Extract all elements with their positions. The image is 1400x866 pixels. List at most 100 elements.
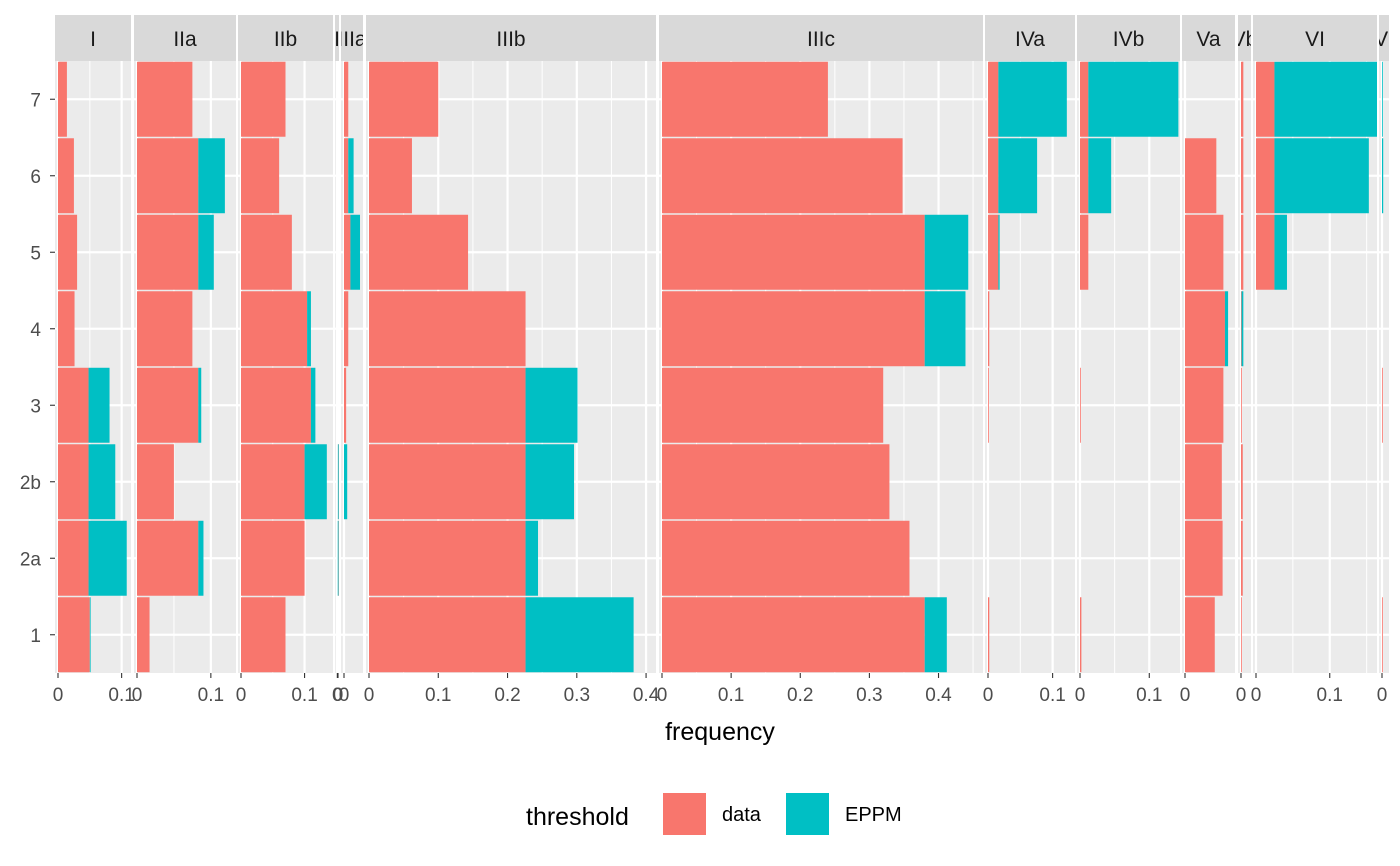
facet-panel: IVb 0 0.1: [1075, 15, 1180, 706]
bar-data: [1241, 61, 1244, 137]
bar-data: [1382, 597, 1383, 673]
bar-data: [241, 214, 292, 290]
bar-eppm: [998, 61, 1067, 137]
y-tick-label: 3: [30, 396, 41, 417]
bar-data: [988, 138, 999, 214]
facet-strip: [1253, 15, 1377, 61]
facet-panel: IIIa 0: [337, 15, 367, 706]
facet-strip: [985, 15, 1075, 61]
bar-eppm: [310, 367, 316, 443]
y-tick-label: 7: [30, 90, 41, 111]
x-tick-label: 0: [53, 685, 64, 706]
bar-data: [137, 214, 199, 290]
bar-data: [1185, 444, 1222, 520]
bar-eppm: [198, 367, 202, 443]
x-tick-label: 0.1: [1136, 685, 1162, 706]
facet-strip-label: Vb: [1232, 28, 1258, 51]
bar-data: [1241, 444, 1243, 520]
bar-eppm: [198, 520, 204, 596]
bar-data: [662, 520, 910, 596]
bar-data: [369, 138, 412, 214]
x-tick-label: 0: [983, 685, 994, 706]
bar-data: [344, 367, 347, 443]
bar-data: [1241, 367, 1242, 443]
bar-data: [1185, 597, 1215, 673]
x-tick-label: 0.1: [1317, 685, 1343, 706]
bar-data: [58, 520, 89, 596]
bar-data: [1080, 138, 1089, 214]
bar-data: [1241, 597, 1242, 673]
x-tick-label: 0.3: [856, 685, 882, 706]
bar-data: [369, 520, 526, 596]
bar-data: [369, 61, 439, 137]
bar-eppm: [198, 138, 225, 214]
facet-panel: I 0 0.1: [53, 15, 135, 706]
y-tick-label: 5: [30, 243, 41, 264]
y-axis: 1 2a 2b 3 4 5 6 7: [20, 90, 55, 647]
bar-eppm: [924, 291, 966, 367]
bar-eppm: [88, 367, 110, 443]
facet-strip-label: Va: [1196, 28, 1220, 51]
x-tick-label: 0: [333, 685, 344, 706]
bar-data: [137, 138, 199, 214]
facet-strip: [1077, 15, 1180, 61]
bar-eppm: [1382, 61, 1383, 137]
bar-data: [1080, 214, 1089, 290]
facet-panel: VI 0: [1377, 15, 1389, 706]
bar-data: [988, 597, 990, 673]
legend-key-data: [663, 793, 706, 835]
bar-data: [344, 138, 349, 214]
x-tick-label: 0: [1180, 685, 1191, 706]
facet-panel: IIIb 0 0.1 0.2 0.3 0.4: [364, 15, 660, 706]
facet-panel: IIb 0 0.1: [236, 15, 333, 706]
facet-strip-label: IVa: [1015, 28, 1045, 51]
bar-data: [137, 597, 150, 673]
facet-panel: IIa 0 0.1: [132, 15, 236, 706]
bar-data: [1185, 520, 1223, 596]
x-tick-label: 0: [1075, 685, 1086, 706]
facet-strip: [341, 15, 363, 61]
bar-data: [1256, 61, 1275, 137]
bar-data: [662, 214, 925, 290]
facet-strip-label: I: [90, 28, 96, 51]
bar-eppm: [1224, 291, 1229, 367]
facet-strip: [335, 15, 339, 61]
bar-data: [137, 61, 193, 137]
bar-eppm: [525, 367, 578, 443]
bar-eppm: [1088, 61, 1179, 137]
x-tick-label: 0: [332, 685, 343, 706]
bar-data: [241, 61, 286, 137]
facet-strip-label: IIIa: [337, 28, 367, 51]
bar-data: [662, 291, 925, 367]
bar-eppm: [198, 214, 214, 290]
facet-panel: Va 0: [1180, 15, 1235, 706]
y-tick-label: 2a: [20, 549, 42, 570]
bar-eppm: [998, 138, 1038, 214]
bar-data: [1241, 520, 1243, 596]
facet-panel: Vb 0: [1232, 15, 1258, 706]
bar-data: [1080, 597, 1082, 673]
x-tick-label: 0.2: [787, 685, 813, 706]
bar-data: [369, 597, 526, 673]
facet-strip: [238, 15, 333, 61]
legend-label-data: data: [722, 804, 762, 826]
facet-strip: [366, 15, 656, 61]
bar-data: [662, 597, 925, 673]
panel-background: [1379, 61, 1389, 673]
bar-data: [1080, 61, 1089, 137]
bar-eppm: [307, 291, 311, 367]
x-tick-label: 0.1: [291, 685, 317, 706]
legend-title: threshold: [526, 803, 629, 831]
facet-panel: VI 0 0.1: [1251, 15, 1377, 706]
bar-data: [344, 214, 351, 290]
bar-data: [662, 61, 828, 137]
x-axis-title: frequency: [665, 718, 775, 746]
bar-data: [1185, 367, 1224, 443]
bar-data: [344, 291, 349, 367]
x-tick-label: 0: [236, 685, 247, 706]
bar-data: [241, 520, 305, 596]
bar-data: [1256, 138, 1275, 214]
bar-eppm: [348, 138, 354, 214]
x-tick-label: 0.1: [108, 685, 134, 706]
